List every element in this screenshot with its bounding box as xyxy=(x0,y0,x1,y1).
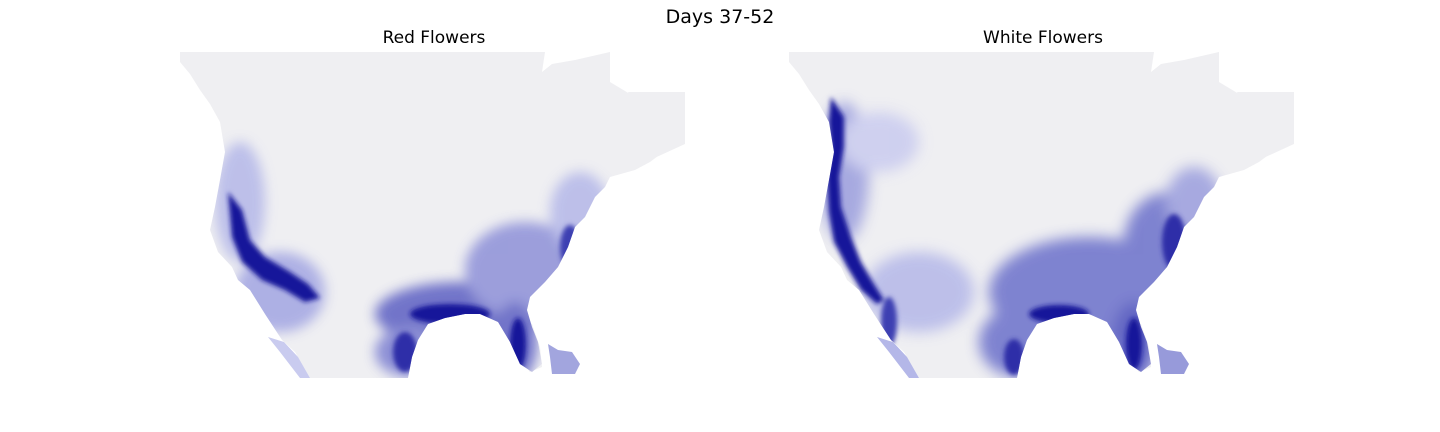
panel-white-flowers: White Flowers xyxy=(789,28,1297,380)
caribbean-islands xyxy=(548,344,580,374)
panel-red-flowers: Red Flowers xyxy=(180,28,688,380)
baja-shape xyxy=(268,337,310,378)
map-red-flowers xyxy=(180,52,685,378)
island-shape xyxy=(1237,92,1294,160)
island-shape xyxy=(1134,52,1154,74)
panel-title-white: White Flowers xyxy=(983,28,1103,48)
panel-title-red: Red Flowers xyxy=(382,28,486,48)
map-white-flowers xyxy=(789,52,1294,378)
land-area xyxy=(789,52,1294,378)
figure-title: Days 37-52 xyxy=(665,6,775,28)
island-shape xyxy=(628,92,685,160)
baja-shape xyxy=(877,337,919,378)
island-shape xyxy=(525,52,545,74)
caribbean-islands xyxy=(1157,344,1189,374)
